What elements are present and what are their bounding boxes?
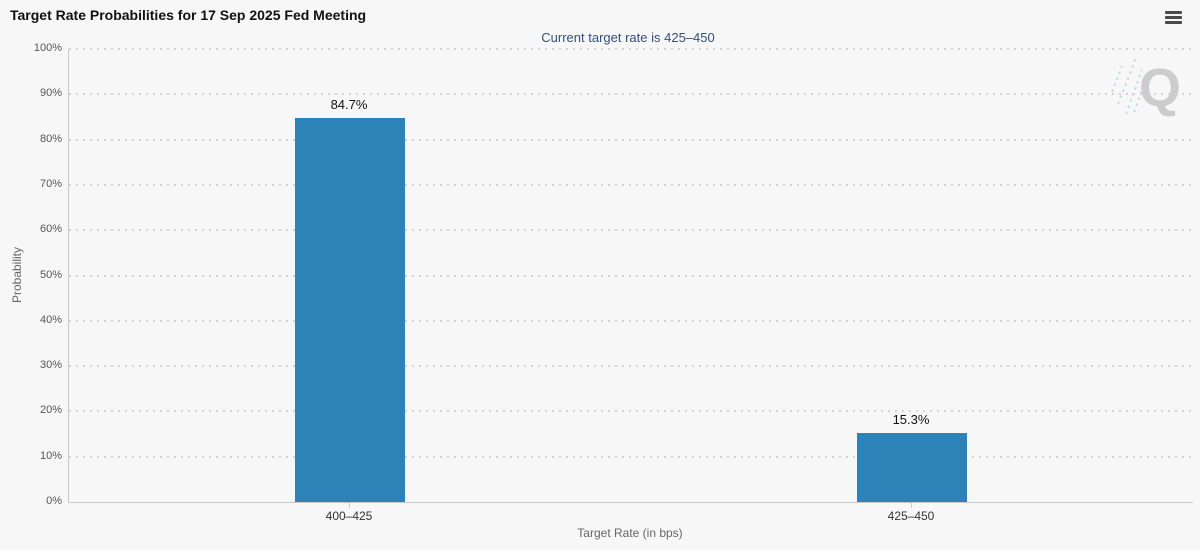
x-axis-tick [911, 503, 912, 508]
chart-context-menu-button[interactable] [1163, 9, 1187, 30]
chart-subtitle: Current target rate is 425–450 [541, 30, 715, 45]
y-gridline [69, 365, 1193, 368]
y-tick-label: 0% [46, 495, 62, 507]
y-gridline [69, 319, 1193, 322]
y-gridline [69, 229, 1193, 232]
x-category-label: 425–450 [887, 509, 935, 523]
hamburger-icon [1165, 11, 1185, 24]
y-gridline [69, 410, 1193, 413]
quikstrike-watermark: Q [1108, 54, 1186, 125]
y-gridline [69, 48, 1193, 50]
y-tick-label: 60% [39, 223, 62, 236]
plot-area [68, 48, 1193, 503]
y-gridline [69, 274, 1193, 277]
y-gridline [69, 138, 1193, 141]
probability-bar[interactable] [857, 432, 967, 502]
probability-bar[interactable] [295, 118, 405, 502]
y-gridline [69, 455, 1193, 458]
x-axis-tick [349, 503, 350, 508]
y-tick-label: 40% [39, 313, 62, 326]
watermark-letter: Q [1139, 58, 1181, 118]
y-gridline [69, 183, 1193, 186]
quikstrike-watermark-icon: Q [1111, 57, 1181, 118]
y-gridline [69, 93, 1193, 96]
y-tick-label: 70% [39, 177, 62, 190]
x-axis-title: Target Rate (in bps) [577, 526, 683, 540]
y-tick-label: 30% [39, 359, 62, 372]
bar-value-label: 84.7% [330, 97, 368, 113]
y-tick-label: 90% [39, 87, 62, 100]
y-tick-label: 20% [39, 404, 62, 417]
y-tick-label: 100% [33, 42, 62, 54]
y-tick-label: 80% [39, 132, 62, 145]
chart-title: Target Rate Probabilities for 17 Sep 202… [10, 7, 367, 23]
x-category-label: 400–425 [325, 509, 373, 523]
bar-value-label: 15.3% [892, 411, 930, 427]
y-tick-label: 10% [39, 449, 62, 462]
y-tick-label: 50% [39, 268, 62, 281]
